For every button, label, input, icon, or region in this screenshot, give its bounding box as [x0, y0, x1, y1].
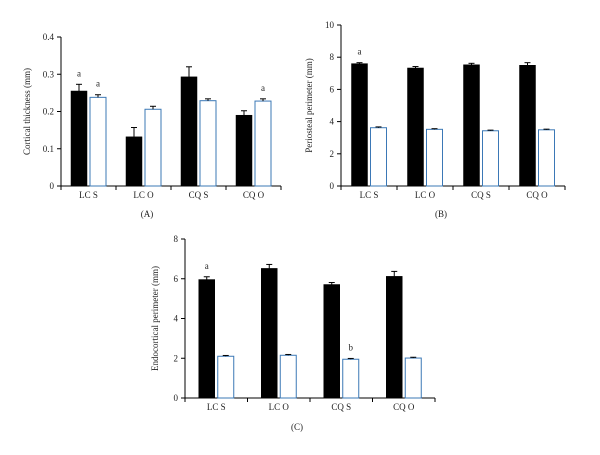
x-tick-label: CQ O — [526, 190, 548, 200]
bar — [519, 65, 536, 187]
y-axis-label: Endocortical perimeter (mm) — [150, 266, 160, 371]
y-tick-label: 4 — [174, 314, 179, 324]
y-tick-label: 0 — [50, 181, 55, 191]
y-tick-label: 8 — [174, 234, 179, 244]
y-tick-label: 4 — [330, 117, 335, 127]
bar — [386, 276, 403, 399]
y-axis-label: Cortical thickness (mm) — [22, 68, 32, 155]
x-tick-label: CQ S — [471, 190, 491, 200]
bar — [261, 268, 278, 399]
bar — [404, 357, 422, 399]
x-tick-label: LC S — [79, 190, 98, 200]
bar — [463, 64, 480, 187]
y-tick-label: 0 — [174, 393, 179, 403]
chart-panel-2: 0 2 4 6 8 10 LC S LC O CQ S CQ O a Periosteal perim… — [304, 20, 566, 219]
y-tick-label: 0 — [330, 181, 335, 191]
x-tick-label: LC S — [207, 402, 226, 412]
bar — [235, 114, 253, 187]
panel-label: (B) — [435, 209, 447, 219]
bar — [351, 63, 368, 187]
bar — [198, 279, 215, 399]
x-tick-label: LC S — [360, 190, 379, 200]
bar — [217, 355, 235, 399]
bar — [199, 100, 217, 187]
significance-label: a — [261, 83, 265, 93]
bar — [323, 284, 340, 399]
bar — [370, 127, 387, 187]
x-tick-label: CQ S — [331, 402, 351, 412]
x-tick-label: CQ O — [393, 402, 415, 412]
y-tick-label: 6 — [330, 84, 335, 94]
bar — [89, 96, 107, 187]
bar — [426, 128, 443, 187]
y-axis-label: Periosteal perimeter (mm) — [304, 58, 314, 152]
x-tick-label: LC O — [133, 190, 154, 200]
bar — [70, 90, 88, 187]
significance-label: a — [77, 68, 81, 78]
y-tick-label: 8 — [330, 52, 335, 62]
bar — [538, 129, 555, 187]
y-tick-label: 0.4 — [43, 32, 55, 42]
bar — [482, 130, 499, 187]
significance-label: b — [349, 342, 354, 352]
x-tick-label: LC O — [415, 190, 436, 200]
bar — [144, 108, 162, 187]
chart-panel-1: 0 0.1 0.2 0.3 0.4 LC S LC O CQ S CQ O a a a Cortical… — [22, 32, 282, 219]
panel-label: (C) — [291, 422, 303, 432]
panel-label: (A) — [141, 209, 154, 219]
bar — [125, 136, 143, 187]
y-tick-label: 2 — [330, 149, 335, 159]
chart-panel-3: 0 2 4 6 8 LC S LC O CQ S CQ O a b Endocortical peri… — [150, 234, 436, 432]
y-tick-label: 6 — [174, 274, 179, 284]
y-tick-label: 0.2 — [43, 107, 54, 117]
x-tick-label: LC O — [269, 402, 290, 412]
y-tick-label: 10 — [325, 20, 335, 30]
bar — [254, 100, 272, 187]
y-tick-label: 0.1 — [43, 144, 54, 154]
x-tick-label: CQ O — [243, 190, 265, 200]
bar — [342, 358, 360, 399]
bar — [279, 354, 297, 399]
significance-label: a — [358, 47, 362, 57]
significance-label: a — [205, 261, 209, 271]
bar — [407, 67, 424, 187]
bar — [180, 76, 198, 187]
x-tick-label: CQ S — [189, 190, 209, 200]
y-tick-label: 0.3 — [43, 69, 55, 79]
significance-label: a — [96, 79, 100, 89]
y-tick-label: 2 — [174, 353, 179, 363]
